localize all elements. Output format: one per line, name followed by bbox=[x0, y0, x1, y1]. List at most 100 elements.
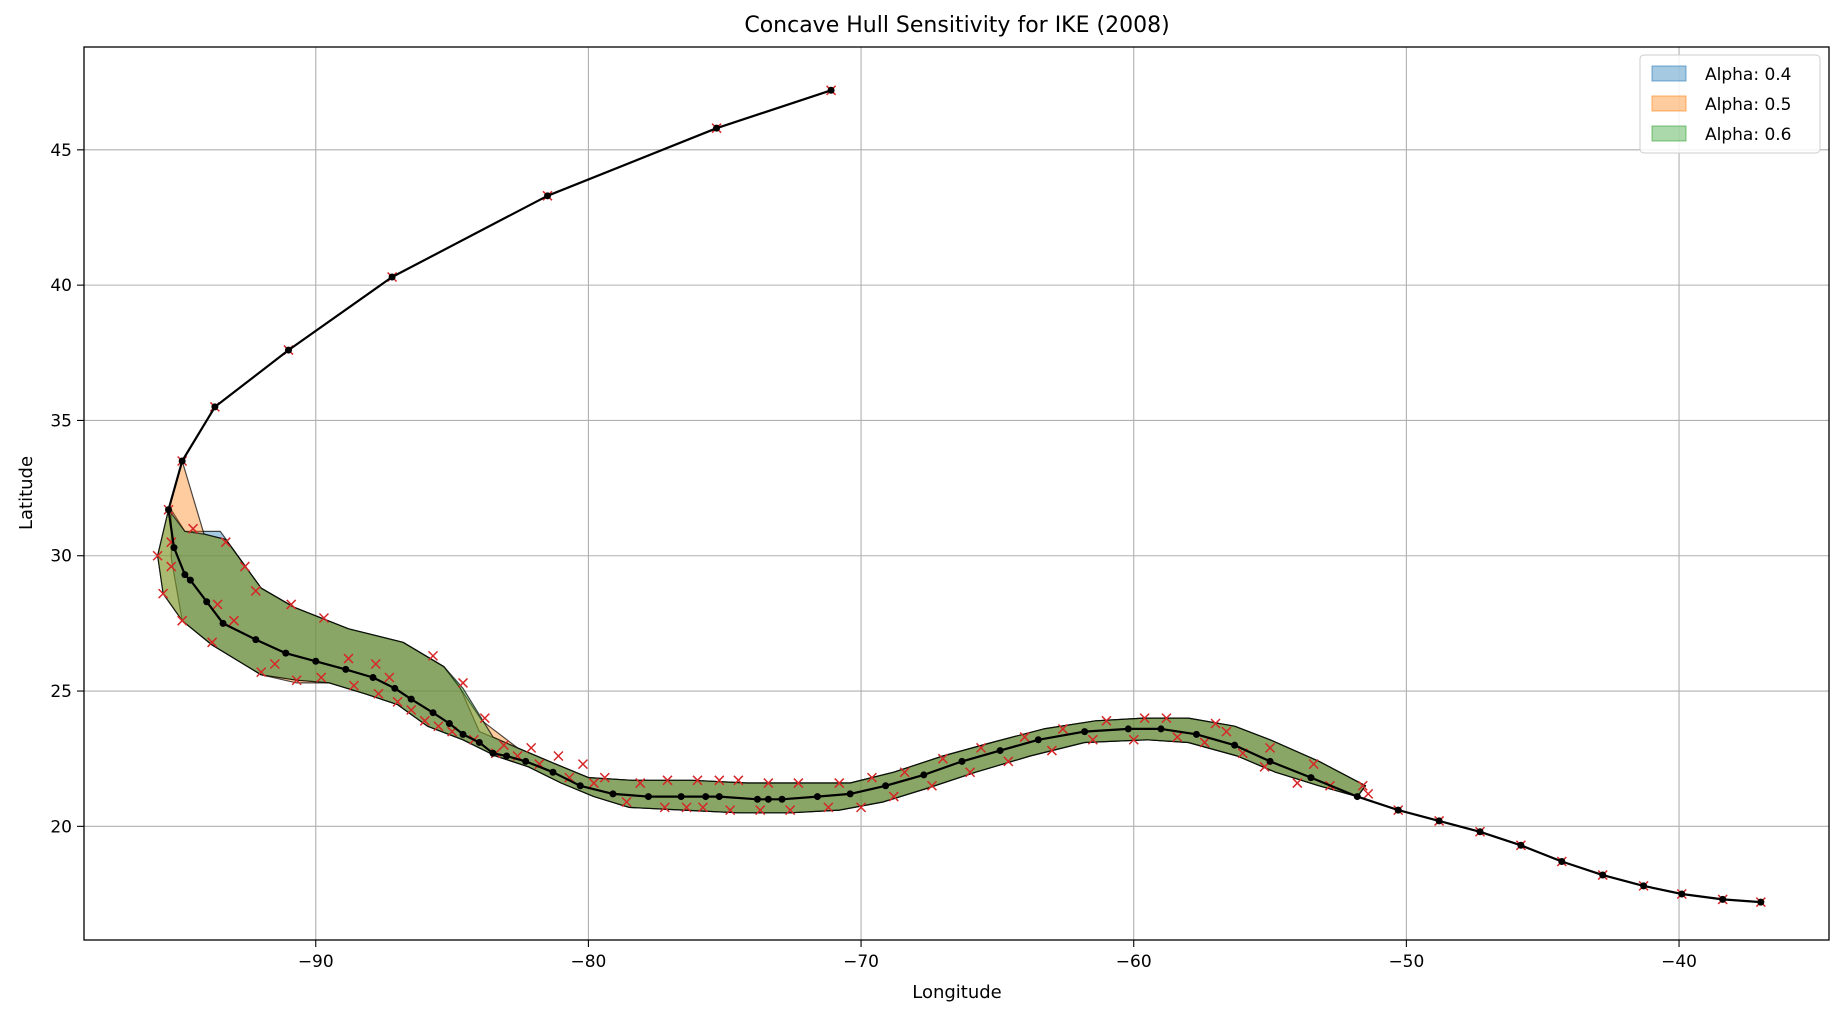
buffer-point-marker bbox=[392, 696, 403, 707]
buffer-point-marker bbox=[588, 778, 599, 789]
buffer-point-marker bbox=[899, 767, 910, 778]
y-tick-label: 45 bbox=[50, 141, 72, 161]
track-point bbox=[388, 273, 396, 281]
buffer-point-marker bbox=[834, 778, 845, 789]
track-point bbox=[958, 757, 966, 765]
buffer-point-marker bbox=[577, 759, 588, 770]
buffer-point-marker bbox=[1357, 780, 1368, 791]
plot-area bbox=[84, 47, 1829, 940]
buffer-point-marker bbox=[239, 561, 250, 572]
buffer-point-marker bbox=[316, 672, 327, 683]
track-point bbox=[813, 793, 821, 801]
track-point bbox=[1192, 730, 1200, 738]
buffer-point-marker bbox=[177, 615, 188, 626]
buffer-point-marker bbox=[427, 650, 439, 661]
buffer-point-marker bbox=[291, 675, 302, 686]
track-point bbox=[713, 124, 721, 132]
y-tick-label: 25 bbox=[50, 682, 72, 702]
track-point bbox=[170, 544, 178, 552]
legend-swatch-alpha-05 bbox=[1651, 95, 1687, 112]
buffer-point-marker bbox=[976, 742, 987, 753]
track-point bbox=[445, 720, 453, 728]
buffer-point-marker bbox=[1019, 732, 1030, 743]
buffer-point-marker bbox=[692, 775, 703, 786]
buffer-point-marker bbox=[343, 653, 354, 664]
track-point bbox=[219, 619, 227, 627]
track-point bbox=[165, 506, 173, 514]
track-point bbox=[576, 782, 584, 790]
buffer-point-marker bbox=[1221, 726, 1232, 737]
track-point bbox=[1266, 757, 1274, 765]
buffer-point-marker bbox=[621, 796, 632, 808]
x-tick-label: −70 bbox=[843, 952, 879, 972]
buffer-point-marker bbox=[1265, 742, 1276, 753]
track-point bbox=[429, 709, 437, 717]
buffer-point-marker bbox=[318, 612, 329, 624]
y-tick-label: 20 bbox=[50, 817, 72, 837]
track-point bbox=[1476, 828, 1484, 836]
x-tick-label: −60 bbox=[1116, 952, 1152, 972]
track-point bbox=[715, 793, 723, 801]
track-point bbox=[1599, 871, 1607, 879]
track-point bbox=[1435, 817, 1443, 825]
track-point bbox=[489, 749, 497, 757]
track-point bbox=[1081, 728, 1089, 736]
track-point bbox=[1640, 882, 1648, 890]
track-line bbox=[167, 89, 1761, 904]
buffer-point-marker bbox=[286, 599, 297, 610]
track-point bbox=[846, 790, 854, 798]
buffer-point-marker bbox=[526, 742, 537, 753]
buffer-point-marker bbox=[965, 767, 976, 778]
track-point bbox=[677, 793, 685, 801]
track-point bbox=[549, 768, 557, 776]
track-point bbox=[827, 86, 835, 94]
buffer-point-marker bbox=[498, 740, 509, 751]
buffer-point-marker bbox=[697, 802, 708, 813]
x-tick-label: −80 bbox=[570, 952, 606, 972]
y-tick-label: 35 bbox=[50, 411, 72, 431]
track-point bbox=[178, 457, 186, 465]
track-point bbox=[522, 757, 530, 765]
track-point bbox=[753, 795, 761, 803]
buffer-point-marker bbox=[1172, 732, 1183, 743]
x-tick-label: −90 bbox=[298, 952, 334, 972]
axis-ticks: −90 −80 −70 −60 −50 −40 20 25 30 35 40 45 bbox=[50, 141, 1697, 972]
buffer-point-marker bbox=[823, 802, 834, 813]
buffer-point-marker bbox=[228, 615, 239, 626]
track-point bbox=[1394, 806, 1402, 814]
buffer-point-marker bbox=[1003, 756, 1014, 767]
buffer-point-marker bbox=[158, 588, 169, 599]
buffer-point-marker bbox=[269, 658, 280, 670]
y-axis-title: Latitude bbox=[16, 456, 37, 530]
track-point bbox=[181, 571, 189, 579]
track-point bbox=[252, 636, 260, 644]
buffer-point-marker bbox=[1363, 788, 1374, 799]
track-point bbox=[186, 576, 194, 584]
buffer-point-marker bbox=[1046, 745, 1057, 756]
track-point bbox=[1231, 741, 1239, 749]
legend-label-alpha-06: Alpha: 0.6 bbox=[1705, 125, 1792, 145]
buffer-point-marker bbox=[763, 778, 774, 789]
buffer-point-marker bbox=[370, 658, 381, 670]
track-point bbox=[778, 795, 786, 803]
buffer-point-marker bbox=[152, 550, 163, 561]
buffer-point-marker bbox=[662, 775, 673, 786]
buffer-point-marker bbox=[599, 772, 610, 783]
track-point bbox=[284, 346, 292, 354]
track-point bbox=[702, 793, 710, 801]
buffer-point-marker bbox=[373, 688, 384, 699]
buffer-point-marker bbox=[212, 599, 223, 610]
buffer-point-marker bbox=[250, 585, 261, 596]
track-point bbox=[1034, 736, 1042, 744]
buffer-point-marker bbox=[1210, 718, 1221, 729]
buffer-point-marker bbox=[256, 667, 267, 678]
x-tick-label: −50 bbox=[1388, 952, 1424, 972]
legend-label-alpha-04: Alpha: 0.4 bbox=[1705, 65, 1792, 85]
buffer-point-marker bbox=[1292, 778, 1303, 789]
buffer-point-marker bbox=[1139, 713, 1150, 724]
legend-swatch-alpha-04 bbox=[1651, 65, 1687, 82]
buffer-point-marker bbox=[166, 561, 177, 572]
buffer-point-marker bbox=[457, 677, 469, 688]
track-point bbox=[475, 738, 483, 746]
